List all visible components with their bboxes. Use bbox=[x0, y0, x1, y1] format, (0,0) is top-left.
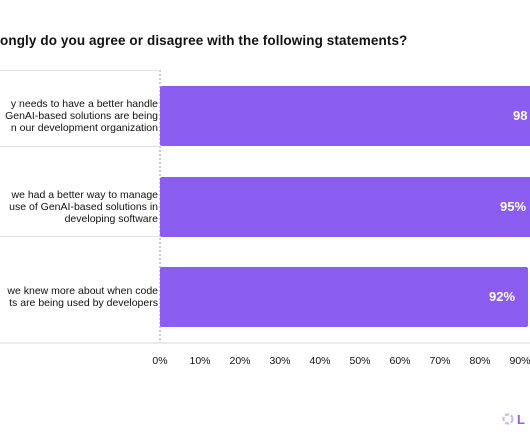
bar-value-label: 95% bbox=[500, 199, 527, 214]
brand-logo: L bbox=[502, 410, 530, 428]
bar bbox=[160, 267, 528, 327]
x-tick-label: 10% bbox=[189, 355, 211, 367]
company-logo-icon: L bbox=[502, 412, 525, 427]
category-label: we had a better way to manage use of Gen… bbox=[9, 189, 158, 225]
row-separator bbox=[0, 146, 160, 147]
category-label: we knew more about when code ts are bein… bbox=[7, 285, 158, 309]
svg-text:L: L bbox=[517, 412, 525, 427]
x-tick-label: 80% bbox=[469, 355, 491, 367]
x-tick-label: 30% bbox=[269, 355, 291, 367]
x-tick-label: 70% bbox=[429, 355, 451, 367]
bar-value-label: 98 bbox=[513, 108, 528, 123]
row-separator bbox=[0, 236, 160, 237]
x-tick-label: 50% bbox=[349, 355, 371, 367]
category-label: y needs to have a better handle GenAI-ba… bbox=[5, 98, 158, 134]
bar-value-label: 92% bbox=[489, 289, 516, 304]
x-tick-label: 60% bbox=[389, 355, 411, 367]
x-tick-label: 20% bbox=[229, 355, 251, 367]
chart-title: ongly do you agree or disagree with the … bbox=[0, 33, 408, 48]
x-tick-label: 40% bbox=[309, 355, 331, 367]
row-separator bbox=[0, 70, 160, 71]
x-tick-label: 90% bbox=[509, 355, 530, 367]
x-tick-label: 0% bbox=[152, 355, 168, 367]
bar bbox=[160, 86, 530, 146]
bar bbox=[160, 177, 530, 237]
